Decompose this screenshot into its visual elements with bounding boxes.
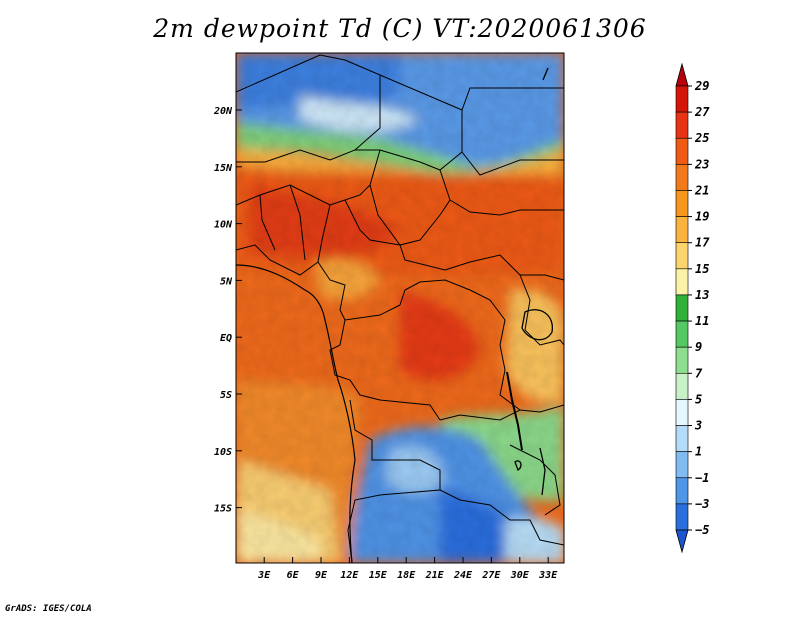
colorbar-bottom-cap (675, 529, 689, 554)
colorbar-box (675, 216, 689, 244)
lon-tick-label: 21E (425, 570, 445, 581)
lon-tick-label: 30E (510, 570, 530, 581)
lat-tick-label: EQ (220, 333, 232, 344)
lat-tick-label: 10S (214, 447, 232, 458)
colorbar-box (675, 111, 689, 139)
colorbar-label: −5 (695, 523, 709, 537)
colorbar-label: −1 (695, 471, 709, 485)
colorbar-box (675, 242, 689, 270)
plot-frame (235, 52, 565, 564)
colorbar-label: 29 (694, 79, 709, 93)
colorbar-label: 1 (695, 445, 702, 459)
colorbar-box (675, 425, 689, 452)
colorbar-label: 9 (695, 340, 702, 354)
country-borders (236, 54, 564, 563)
dewpoint-field (236, 53, 564, 563)
colorbar-box (675, 503, 689, 531)
colorbar-label: 13 (695, 288, 709, 302)
lon-tick-label: 24E (453, 570, 473, 581)
coastline (236, 264, 356, 563)
colorbar-box (675, 268, 689, 296)
lon-tick-label: 33E (538, 570, 558, 581)
lon-tick-label: 18E (397, 570, 416, 581)
colorbar-label: 19 (695, 210, 709, 224)
colorbar-label: 7 (695, 366, 703, 380)
colorbar-label: 25 (694, 131, 709, 145)
lon-tick-label: 27E (481, 570, 501, 581)
lat-tick-label: 15N (214, 163, 233, 174)
lat-tick-label: 15S (214, 504, 232, 515)
latitude-axis: 20N 15N 10N 5N EQ 5S 10S 15S (213, 106, 242, 515)
lon-tick-label: 3E (257, 570, 271, 581)
colorbar-label: 27 (694, 105, 710, 119)
lat-tick-label: 5N (220, 276, 233, 287)
colorbar-label: 11 (695, 314, 709, 328)
colorbar-label: 21 (694, 183, 709, 197)
colorbar-box (675, 190, 689, 217)
colorbar-top-cap (675, 62, 689, 87)
colorbar-label: 5 (695, 392, 702, 406)
colorbar-box (675, 372, 689, 400)
lat-tick-label: 10N (214, 220, 233, 231)
lon-tick-label: 9E (315, 570, 328, 581)
colorbar-label: 3 (694, 419, 702, 433)
colorbar-label: 17 (695, 236, 710, 250)
lon-tick-label: 15E (369, 570, 388, 581)
lon-tick-label: 6E (287, 570, 300, 581)
colorbar-label: −3 (695, 497, 709, 511)
grads-credit: GrADS: IGES/COLA (5, 604, 92, 614)
colorbar-box (675, 451, 689, 479)
lat-tick-label: 20N (213, 106, 233, 117)
lat-tick-label: 5S (220, 390, 232, 401)
lakes (506, 67, 553, 496)
colorbar-label: 23 (694, 157, 709, 171)
colorbar: 29 27 25 23 21 19 17 15 13 11 9 7 5 3 1 −1 −3 −5 (675, 62, 710, 554)
colorbar-box (675, 346, 689, 374)
colorbar-box (675, 85, 689, 113)
longitude-axis: 3E 6E 9E 12E 15E 18E 21E 24E 27E 30E 33E (257, 557, 558, 581)
colorbar-box (675, 320, 689, 348)
colorbar-box (675, 137, 689, 165)
colorbar-box (675, 294, 689, 322)
colorbar-box (675, 477, 689, 505)
colorbar-box (675, 164, 689, 191)
map-title: 2m dewpoint Td (C) VT:2020061306 (153, 14, 647, 43)
colorbar-box (675, 399, 689, 426)
lon-tick-label: 12E (340, 570, 359, 581)
colorbar-label: 15 (695, 262, 709, 276)
